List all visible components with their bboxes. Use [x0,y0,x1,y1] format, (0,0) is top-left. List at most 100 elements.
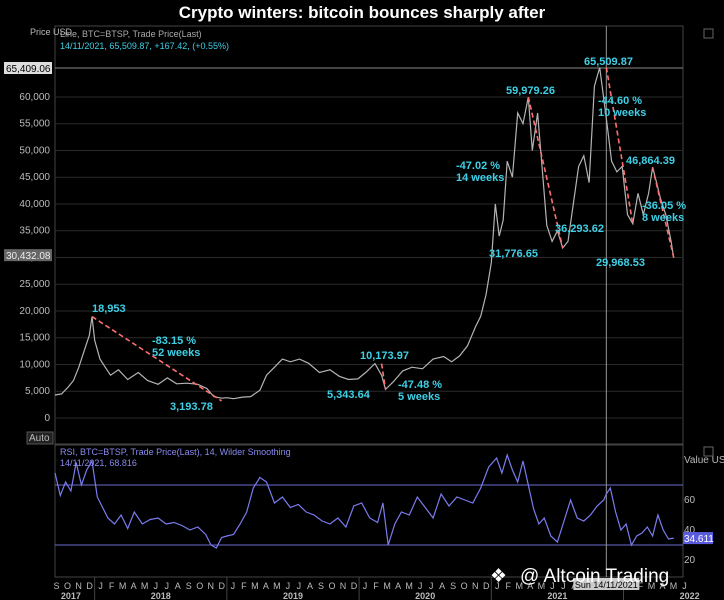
drawdown-percent-label: -44.60 % [598,95,642,107]
peak-label: 59,979.26 [506,85,555,97]
x-month-label: J [98,581,103,591]
rsi-last-value-box [683,532,713,545]
rsi-gridlines [55,484,683,546]
x-year-label: 2019 [283,591,303,600]
price-y-tick-label: 10,000 [19,359,50,370]
x-month-label: O [461,581,468,591]
x-year-label: 2020 [415,591,435,600]
x-year-label: 2017 [61,591,81,600]
price-y-tick-label: 55,000 [19,119,50,130]
x-month-label: D [483,581,490,591]
x-month-label: M [273,581,281,591]
drawdown-line [605,67,634,224]
x-year-label: 2022 [680,591,700,600]
price-y-tick-label: 35,000 [19,226,50,237]
drawdown-duration-label: 8 weeks [642,212,684,224]
rsi-y-tick-label: 40 [684,525,696,536]
peak-label: 18,953 [92,303,126,315]
x-month-label: J [286,581,291,591]
price-y-tick-label: 15,000 [19,333,50,344]
watermark-logo-icon: ❖ [490,565,507,587]
drawdown-line [380,363,387,390]
x-month-label: F [241,581,247,591]
x-month-label: F [109,581,115,591]
rsi-ylabel: Value USD [684,455,724,466]
crosshair-value-label: 65,409.06 [6,64,51,75]
rsi-legend-line2: 14/11/2021, 68.816 [60,458,137,468]
rsi-panel-frame [54,444,684,578]
x-month-label: F [506,581,512,591]
x-month-label: J [550,581,555,591]
price-legend-line2: 14/11/2021, 65,509.87, +167.42, (+0.55%) [60,41,229,51]
x-month-label: M [405,581,413,591]
price-y-tick-label: 60,000 [19,92,50,103]
drawdown-duration-label: 14 weeks [456,172,504,184]
price-y-tick-label: 20,000 [19,306,50,317]
x-month-label: N [472,581,479,591]
x-year-label: 2021 [547,591,567,600]
x-month-label: N [75,581,82,591]
x-month-label: O [196,581,203,591]
price-y-tick-label: 5,000 [25,386,50,397]
drawdown-duration-label: 5 weeks [398,391,440,403]
peak-label: 65,509.87 [584,56,633,68]
price-y-tick-label: 25,000 [19,279,50,290]
price-y-tick-label: 45,000 [19,172,50,183]
x-month-label: F [373,581,379,591]
crosshair-date-box [573,578,640,590]
price-panel-close-icon[interactable] [703,28,714,39]
drawdown-duration-label: 52 weeks [152,347,200,359]
x-month-label: O [64,581,71,591]
x-month-label: A [175,581,181,591]
x-month-label: M [538,581,546,591]
x-month-label: J [164,581,169,591]
trough-label: 29,968.53 [596,257,645,269]
x-month-label: J [495,581,500,591]
drawdown-line [527,96,564,249]
price-gridlines [55,67,683,419]
last-value-box [4,249,52,262]
rsi-series-line [54,453,674,549]
x-month-label: M [383,581,391,591]
x-month-label: A [131,581,137,591]
x-month-label: M [648,581,656,591]
x-month-label: J [231,581,236,591]
price-y-tick-label: 0 [44,413,50,424]
x-month-label: J [682,581,687,591]
trough-label: 36,293.62 [555,223,604,235]
rsi-legend-line1: RSI, BTC=BTSP, Trade Price(Last), 14, Wi… [60,447,291,457]
x-month-label: J [363,581,368,591]
price-y-axis: 05,00010,00015,00020,00025,00030,00035,0… [4,62,52,424]
peak-label: 10,173.97 [360,350,409,362]
x-month-label: J [153,581,158,591]
x-month-label: A [263,581,269,591]
x-month-label: D [351,581,358,591]
x-month-label: N [208,581,215,591]
watermark-text: @ Altcoin Trading [520,566,669,587]
x-month-label: J [418,581,423,591]
x-month-label: S [318,581,324,591]
annotations-layer: 18,953 3,193.78 -83.15 %52 weeks 10,173.97 5… [91,56,686,413]
price-panel-frame [54,25,684,445]
price-y-tick-label: 50,000 [19,145,50,156]
rsi-y-tick-label: 60 [684,495,696,506]
x-month-label: A [527,581,533,591]
drawdown-line [91,315,223,402]
x-month-label: O [328,581,335,591]
drawdown-percent-label: -36.05 % [642,200,686,212]
x-month-label: M [516,581,524,591]
rsi-last-value-label: 34.611 [684,534,714,545]
drawdown-percent-label: -83.15 % [152,335,196,347]
rsi-panel-close-icon[interactable] [703,446,714,457]
trough-label: 31,776.65 [489,248,538,260]
x-month-label: M [251,581,259,591]
rsi-y-axis: 20 40 60 34.611 [683,495,714,566]
scale-auto-label: Auto [29,433,50,444]
scale-auto-button[interactable] [26,431,54,445]
chart-title: Crypto winters: bitcoin bounces sharply … [178,3,546,22]
x-month-label: J [429,581,434,591]
x-month-label: N [340,581,347,591]
drawdown-duration-label: 10 weeks [598,107,646,119]
x-year-label: 2018 [151,591,171,600]
